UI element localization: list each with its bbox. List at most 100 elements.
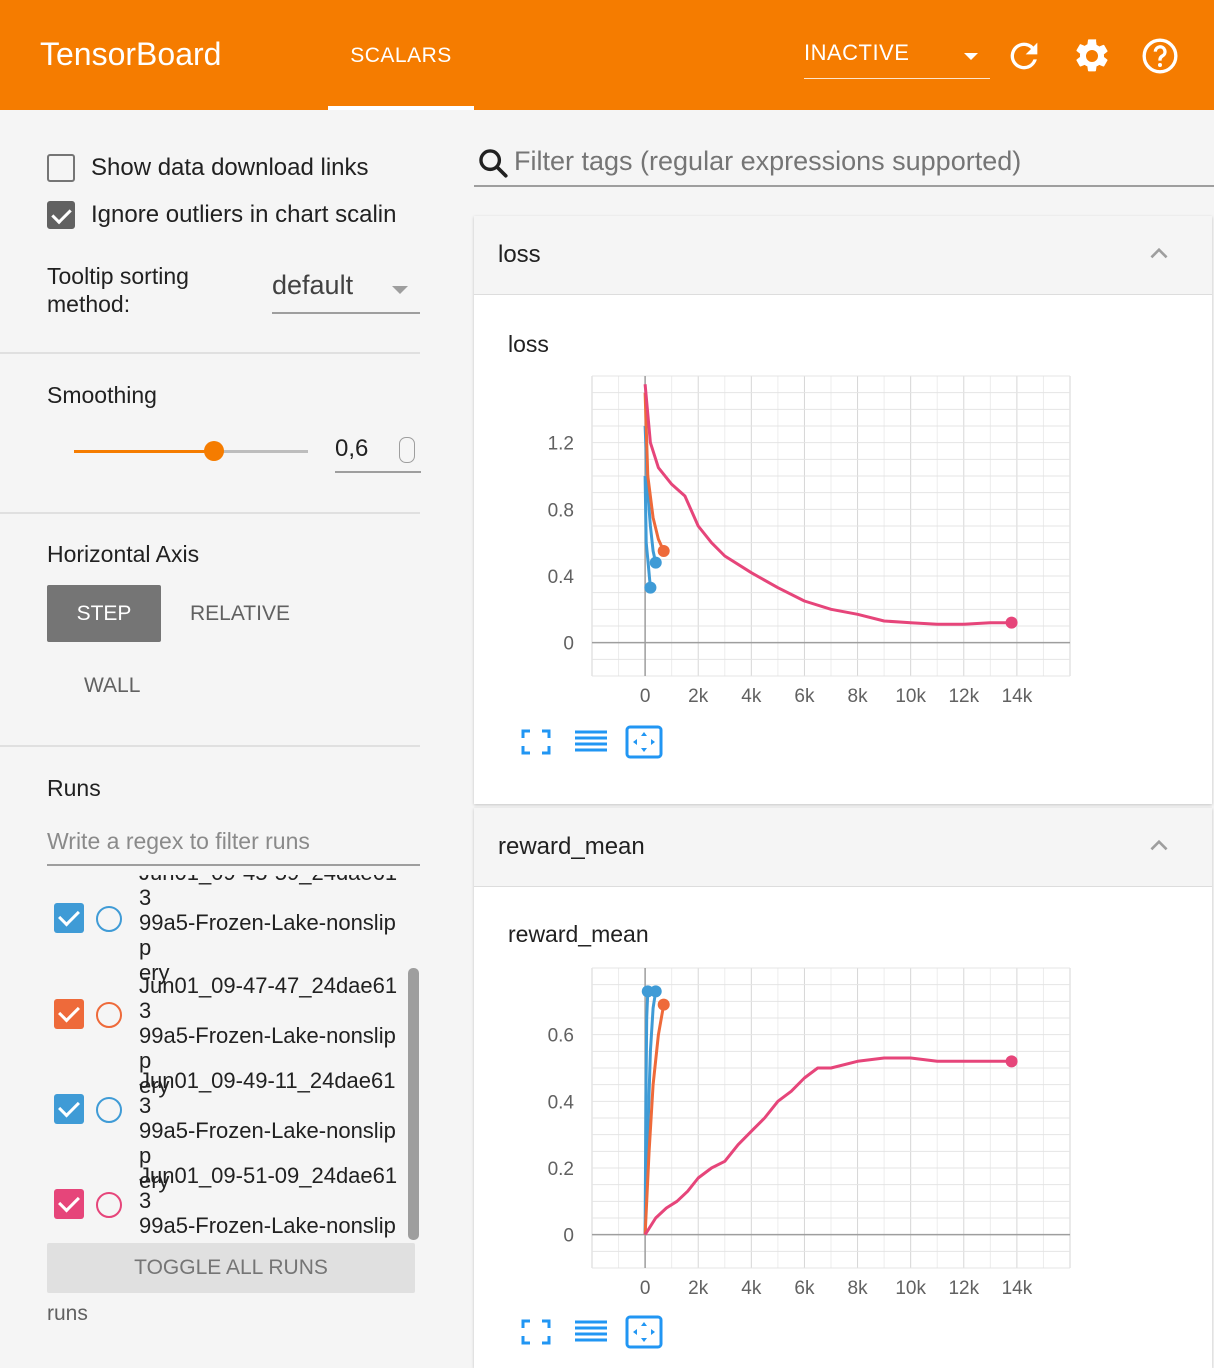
series-line xyxy=(643,1004,666,1235)
fullscreen-icon xyxy=(521,1319,551,1345)
toggle-log-scale-button[interactable] xyxy=(571,724,611,760)
fit-domain-button[interactable] xyxy=(624,1314,664,1350)
run-checkbox[interactable] xyxy=(54,903,84,933)
run-name: Jun01_09-51-09_24dae613 99a5-Frozen-Lake… xyxy=(139,1163,405,1241)
dashboard-select[interactable]: INACTIVE xyxy=(804,40,990,79)
x-tick-label: 8k xyxy=(848,686,869,707)
tooltip-sorting-value: default xyxy=(272,270,354,300)
run-name-line3: ery xyxy=(139,1168,170,1193)
runs-footer-text: runs xyxy=(47,1302,88,1325)
axis-wall-button[interactable]: WALL xyxy=(84,674,141,697)
expand-chart-button[interactable] xyxy=(516,1314,556,1350)
smoothing-input[interactable]: 0,6 xyxy=(335,435,421,473)
tooltip-sorting-label-line1: Tooltip sorting xyxy=(47,263,189,289)
tag-card-reward-mean: reward_mean reward_mean 0 2k 4k 6k 8k 10k 12k 1… xyxy=(474,808,1212,1368)
lines-icon xyxy=(575,730,607,752)
loss-chart[interactable]: 0 2k 4k 6k 8k 10k 12k 14k 0 0.4 0.8 1.2 xyxy=(474,366,1212,716)
run-name: Jun01_09-45-59_24dae613 99a5-Frozen-Lake… xyxy=(139,875,405,985)
run-name-line1: Jun01_09-47-47_24dae613 xyxy=(139,973,398,1023)
smoothing-title: Smoothing xyxy=(47,382,157,408)
x-tick-label: 4k xyxy=(741,1278,762,1299)
tooltip-sorting-select[interactable]: default xyxy=(272,270,420,314)
help-button[interactable] xyxy=(1140,36,1180,76)
smoothing-slider[interactable] xyxy=(74,441,308,461)
run-color-radio[interactable] xyxy=(96,906,122,932)
section-divider xyxy=(0,352,420,354)
series-endpoint xyxy=(649,985,662,998)
run-name-line3: ery xyxy=(139,1073,170,1098)
stepper-icon[interactable] xyxy=(399,437,415,463)
ignore-outliers-toggle[interactable]: Ignore outliers in chart scalin xyxy=(47,199,422,231)
run-color-radio[interactable] xyxy=(96,1097,122,1123)
x-tick-label: 8k xyxy=(848,1278,869,1299)
x-tick-label: 2k xyxy=(688,686,709,707)
x-tick-label: 14k xyxy=(1002,1278,1033,1299)
smoothing-slider-knob[interactable] xyxy=(204,441,225,461)
x-tick-label: 4k xyxy=(741,686,762,707)
runs-scrollbar[interactable] xyxy=(408,968,419,1240)
x-tick-label: 12k xyxy=(948,686,979,707)
series-endpoint xyxy=(657,545,670,557)
fit-domain-icon xyxy=(625,725,663,759)
tab-scalars-label: SCALARS xyxy=(350,44,452,67)
y-tick-label: 0.8 xyxy=(548,500,574,521)
runs-filter-input[interactable]: Write a regex to filter runs xyxy=(47,828,420,866)
x-tick-label: 14k xyxy=(1002,686,1033,707)
smoothing-value: 0,6 xyxy=(335,435,369,462)
run-name-line2: 99a5-Frozen-Lake-nonslipp xyxy=(139,910,396,960)
chevron-up-icon[interactable] xyxy=(1146,832,1172,858)
chart-grid xyxy=(591,967,1071,1269)
show-download-links-checkbox[interactable] xyxy=(47,154,75,182)
settings-button[interactable] xyxy=(1072,36,1112,76)
refresh-button[interactable] xyxy=(1004,36,1044,76)
run-color-radio[interactable] xyxy=(96,1192,122,1218)
x-tick-label: 12k xyxy=(948,1278,979,1299)
x-tick-label: 6k xyxy=(794,1278,815,1299)
gear-icon xyxy=(1076,39,1108,72)
x-tick-label: 0 xyxy=(640,686,651,707)
chevron-up-icon[interactable] xyxy=(1146,240,1172,266)
reward-mean-chart[interactable]: 0 2k 4k 6k 8k 10k 12k 14k 0 0.2 0.4 0.6 xyxy=(474,958,1212,1308)
sidebar: Show data download links Ignore outliers… xyxy=(0,110,422,1362)
show-download-links-toggle[interactable]: Show data download links xyxy=(47,152,422,184)
series-line xyxy=(643,475,652,588)
fit-domain-icon xyxy=(625,1315,663,1349)
active-tab-indicator xyxy=(328,106,474,110)
toggle-log-scale-button[interactable] xyxy=(571,1314,611,1350)
run-checkbox[interactable] xyxy=(54,999,84,1029)
section-divider xyxy=(0,512,420,514)
axis-step-button[interactable]: STEP xyxy=(47,585,161,642)
tag-card-header[interactable]: reward_mean xyxy=(474,808,1212,887)
show-download-links-label: Show data download links xyxy=(91,154,369,181)
x-tick-label: 6k xyxy=(794,686,815,707)
y-tick-label: 1.2 xyxy=(548,434,574,455)
run-name-line2: 99a5-Frozen-Lake-nonslipp xyxy=(139,1213,396,1241)
run-name-line3: ery xyxy=(139,960,170,985)
tooltip-sorting-label-line2: method: xyxy=(47,291,131,317)
y-tick-label: 0 xyxy=(563,634,574,655)
lines-icon xyxy=(575,1320,607,1342)
tag-card-loss: loss loss 0 2k 4k 6k 8k 10k 12k 14k 0 0.4 0.8 1.2 xyxy=(474,216,1212,804)
run-color-radio[interactable] xyxy=(96,1002,122,1028)
toggle-all-runs-button[interactable]: TOGGLE ALL RUNS xyxy=(47,1243,415,1293)
tag-card-header[interactable]: loss xyxy=(474,216,1212,295)
run-checkbox[interactable] xyxy=(54,1189,84,1219)
chart-title: reward_mean xyxy=(508,921,649,947)
series-endpoint xyxy=(1005,1055,1018,1068)
y-tick-label: 0.2 xyxy=(548,1159,574,1180)
y-tick-label: 0.4 xyxy=(548,1092,575,1113)
tag-filter-input[interactable]: Filter tags (regular expressions support… xyxy=(474,140,1214,187)
run-checkbox[interactable] xyxy=(54,1094,84,1124)
ignore-outliers-checkbox[interactable] xyxy=(47,201,75,229)
series-endpoint xyxy=(644,581,657,594)
expand-chart-button[interactable] xyxy=(516,724,556,760)
x-tick-label: 10k xyxy=(895,1278,926,1299)
fit-domain-button[interactable] xyxy=(624,724,664,760)
tag-filter-placeholder: Filter tags (regular expressions support… xyxy=(514,146,1022,176)
series-line xyxy=(643,1056,1012,1236)
axis-relative-button[interactable]: RELATIVE xyxy=(190,602,290,625)
tab-scalars[interactable]: SCALARS xyxy=(328,0,474,110)
run-name-line1: Jun01_09-45-59_24dae613 xyxy=(139,875,397,910)
help-icon xyxy=(1142,38,1178,74)
x-tick-label: 0 xyxy=(640,1278,651,1299)
